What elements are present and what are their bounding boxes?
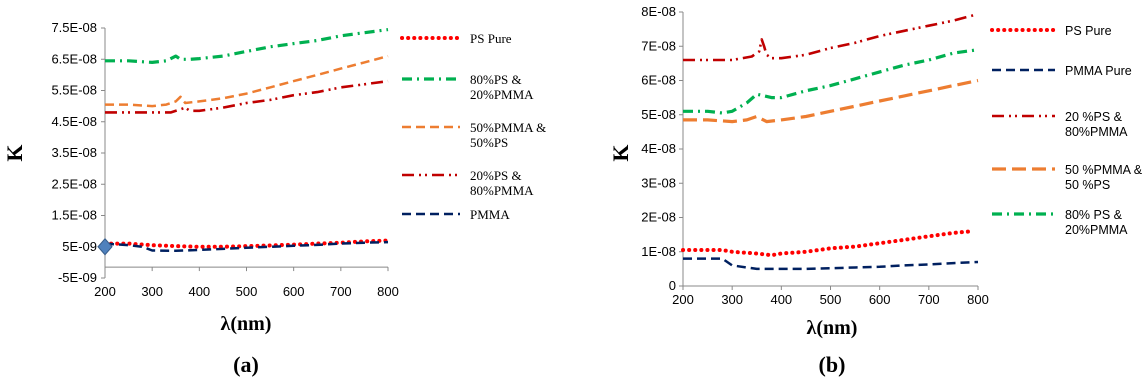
series-line — [683, 14, 974, 62]
x-tick-label: 800 — [967, 292, 989, 307]
legend-label: PMMA — [470, 207, 510, 222]
y-tick-label: 5.5E-08 — [51, 83, 97, 98]
y-tick-label: 5E-09 — [62, 239, 97, 254]
chart-panel-b: 0 1E-08 2E-08 3E-08 4E-08 5E-08 6E-08 7E-08 8E-0… — [608, 4, 1143, 377]
y-tick-label: 5E-08 — [641, 107, 676, 122]
legend-label: PS Pure — [1065, 24, 1112, 38]
x-tick-label: 300 — [721, 292, 743, 307]
y-tick-label: 2E-08 — [641, 210, 676, 225]
x-tick-label: 400 — [188, 284, 210, 299]
y-tick-label: 8E-08 — [641, 4, 676, 19]
y-tick-label: 7.5E-08 — [51, 20, 97, 35]
y-axis-title: K — [608, 144, 633, 161]
series-line — [103, 238, 390, 249]
y-tick-label: 1E-08 — [641, 244, 676, 259]
chart-panel-a: -5E-09 5E-09 1.5E-08 2.5E-08 3.5E-08 4.5E-08 5… — [2, 20, 546, 377]
series-line — [683, 78, 979, 124]
y-tick-label: 1.5E-08 — [51, 208, 97, 223]
legend-label: 20%PS & 80%PMMA — [470, 168, 534, 198]
x-tick-label: 200 — [94, 284, 116, 299]
legend-label: 80% PS & 20%PMMA — [1065, 208, 1128, 237]
y-tick-label: 3E-08 — [641, 175, 676, 190]
x-tick-label: 400 — [770, 292, 792, 307]
panel-label: (a) — [233, 352, 259, 377]
y-tick-label: 7E-08 — [641, 38, 676, 53]
series-line — [104, 240, 389, 253]
legend: PS Pure PMMA Pure 20 %PS & 80%PMMA 50 %PMMA … — [990, 24, 1143, 237]
y-tick-label: 4E-08 — [641, 141, 676, 156]
x-tick-label: 500 — [820, 292, 842, 307]
y-tick-label: 0 — [669, 278, 676, 293]
x-tick-label: 700 — [330, 284, 352, 299]
series-line — [683, 257, 979, 271]
legend-label: 80%PS & 20%PMMA — [470, 72, 534, 102]
panel-label: (b) — [819, 352, 846, 377]
y-tick-label: 2.5E-08 — [51, 176, 97, 191]
legend: PS Pure 80%PS & 20%PMMA 50%PMMA & 50%PS 20%PS… — [400, 31, 546, 222]
legend-label: 50 %PMMA & 50 %PS — [1065, 163, 1143, 192]
legend-label: PS Pure — [470, 31, 512, 46]
x-tick-label: 200 — [672, 292, 694, 307]
series-line — [683, 48, 979, 115]
series-line — [105, 54, 389, 108]
x-axis-title: λ(nm) — [221, 313, 272, 335]
diamond-marker — [97, 237, 113, 256]
x-tick-label: 300 — [141, 284, 163, 299]
x-tick-label: 600 — [869, 292, 891, 307]
x-axis-title: λ(nm) — [807, 317, 858, 339]
x-tick-label: 800 — [377, 284, 399, 299]
series-line — [105, 79, 389, 114]
x-tick-label: 500 — [236, 284, 258, 299]
y-tick-label: 3.5E-08 — [51, 145, 97, 160]
x-tick-label: 700 — [918, 292, 940, 307]
series-line — [681, 229, 976, 258]
y-tick-label: -5E-09 — [58, 270, 97, 285]
legend-label: 20 %PS & 80%PMMA — [1065, 110, 1128, 139]
y-axis-title: K — [2, 144, 27, 161]
y-tick-label: 4.5E-08 — [51, 114, 97, 129]
series-line — [105, 28, 389, 64]
legend-label: PMMA Pure — [1065, 64, 1132, 78]
x-tick-label: 600 — [283, 284, 305, 299]
y-tick-label: 6E-08 — [641, 73, 676, 88]
y-tick-label: 6.5E-08 — [51, 51, 97, 66]
legend-label: 50%PMMA & 50%PS — [470, 120, 546, 150]
